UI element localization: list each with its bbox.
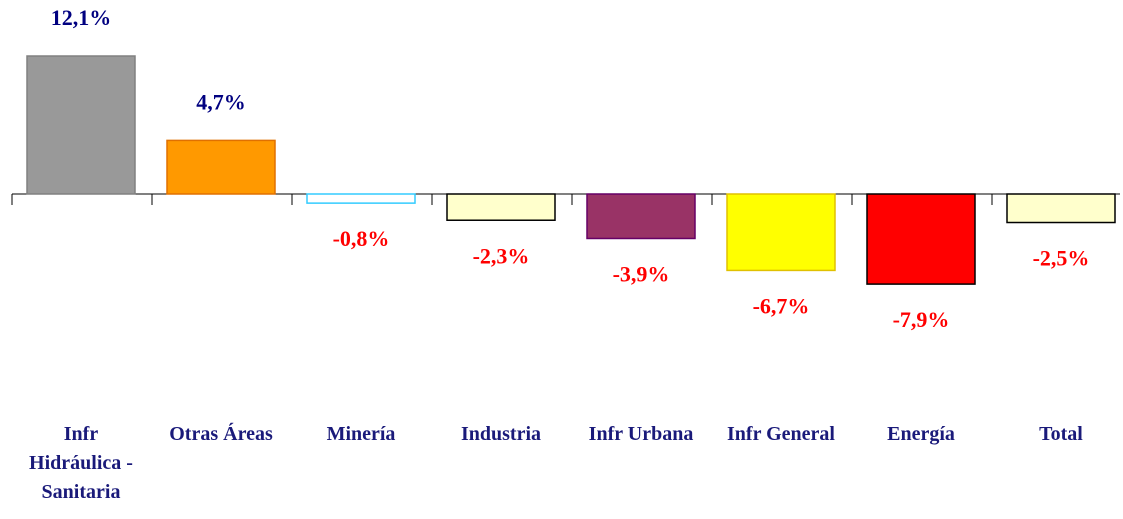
x-tick-label: Energía (887, 423, 955, 445)
x-tick-label: Total (1039, 423, 1083, 445)
bar (586, 193, 696, 240)
value-label: -7,9% (893, 307, 950, 332)
bar (1006, 193, 1116, 224)
x-tick-label: Minería (326, 423, 396, 445)
x-tick-label: Infr Urbana (588, 423, 694, 445)
value-label: -6,7% (753, 293, 810, 318)
bar (726, 193, 836, 272)
x-tick-label: Infr General (727, 423, 835, 445)
value-label: 4,7% (196, 89, 246, 114)
x-tick-label: Otras Áreas (169, 423, 273, 445)
value-label: -3,9% (613, 262, 670, 287)
bar (166, 139, 276, 195)
value-label: -2,5% (1033, 246, 1090, 271)
bar (446, 193, 556, 221)
bar (866, 193, 976, 285)
x-tick-label: Infr Hidráulica - Sanitaria (29, 423, 133, 503)
bar (306, 193, 416, 204)
bar (26, 55, 136, 195)
value-label: -2,3% (473, 243, 530, 268)
value-label: -0,8% (333, 226, 390, 251)
x-tick-label: Industria (460, 423, 542, 445)
value-label: 12,1% (51, 5, 112, 30)
